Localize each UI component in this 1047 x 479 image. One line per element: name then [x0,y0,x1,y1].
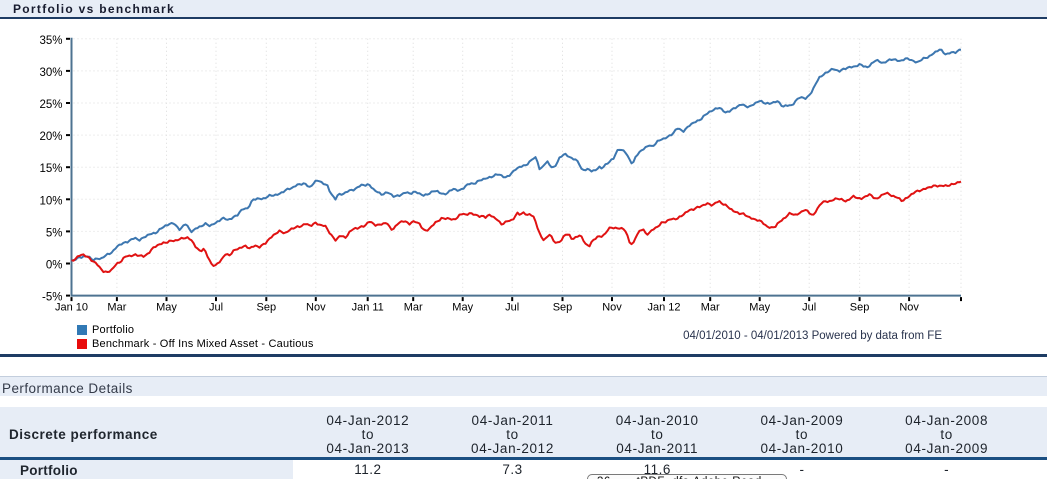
svg-text:Jan 11: Jan 11 [352,302,384,314]
svg-text:Jul: Jul [505,302,519,314]
svg-text:30%: 30% [39,67,62,79]
svg-text:May: May [452,302,473,314]
svg-text:Jul: Jul [802,302,816,314]
svg-text:Jul: Jul [209,302,223,314]
svg-text:Jan 12: Jan 12 [647,302,680,314]
svg-text:Sep: Sep [553,302,573,314]
svg-text:Jan 10: Jan 10 [55,302,88,314]
svg-text:-5%: -5% [42,292,62,304]
svg-text:0%: 0% [46,260,63,272]
svg-text:May: May [749,302,770,314]
svg-text:Nov: Nov [899,302,919,314]
svg-text:25%: 25% [39,99,62,111]
svg-text:5%: 5% [46,227,63,239]
svg-text:10%: 10% [39,195,62,207]
svg-text:Mar: Mar [701,302,720,314]
svg-text:15%: 15% [39,163,62,175]
svg-text:Nov: Nov [306,302,326,314]
svg-text:Nov: Nov [602,302,622,314]
svg-text:35%: 35% [39,35,62,47]
svg-text:Mar: Mar [107,302,126,314]
svg-text:20%: 20% [39,131,62,143]
svg-text:May: May [156,302,177,314]
svg-text:Sep: Sep [850,302,870,314]
svg-text:Sep: Sep [257,302,277,314]
svg-text:Mar: Mar [404,302,423,314]
